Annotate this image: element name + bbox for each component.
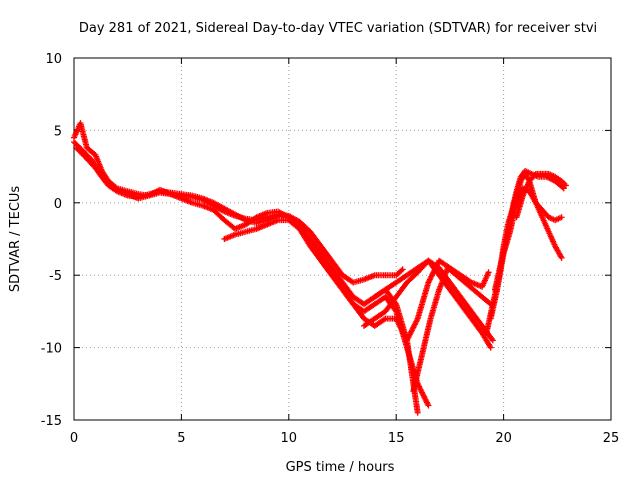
y-tick-label: -10 xyxy=(41,342,62,357)
y-tick-label: -5 xyxy=(49,269,62,284)
x-tick-label: 25 xyxy=(603,431,620,446)
data-point xyxy=(558,254,565,261)
data-point xyxy=(489,337,496,344)
data-point xyxy=(398,267,405,274)
y-axis-label: SDTVAR / TECUs xyxy=(8,186,23,293)
data-point xyxy=(485,269,492,276)
data-point xyxy=(399,266,406,273)
x-axis-label: GPS time / hours xyxy=(286,460,395,475)
plot-frame xyxy=(73,57,612,421)
data-point xyxy=(488,336,495,343)
data-points xyxy=(71,120,569,416)
x-tick-label: 10 xyxy=(281,431,298,446)
x-tick-label: 5 xyxy=(177,431,185,446)
y-tick-label: -15 xyxy=(41,414,62,429)
data-point xyxy=(531,172,538,179)
y-tick-label: 5 xyxy=(54,124,62,139)
chart-title: Day 281 of 2021, Sidereal Day-to-day VTE… xyxy=(79,21,597,36)
x-tick-label: 15 xyxy=(388,431,405,446)
data-point xyxy=(414,409,421,416)
data-point xyxy=(558,214,565,221)
x-tick-label: 0 xyxy=(70,431,78,446)
y-tick-label: 10 xyxy=(45,52,62,67)
data-point xyxy=(562,182,569,189)
data-point xyxy=(381,316,388,323)
axis-ticks: 0 5 10 15 20 25 10 5 0 -5 -10 -15 xyxy=(41,52,620,446)
data-point xyxy=(487,344,494,351)
grid xyxy=(74,58,611,420)
data-point xyxy=(425,402,432,409)
y-tick-label: 0 xyxy=(54,197,62,212)
x-tick-label: 20 xyxy=(495,431,512,446)
